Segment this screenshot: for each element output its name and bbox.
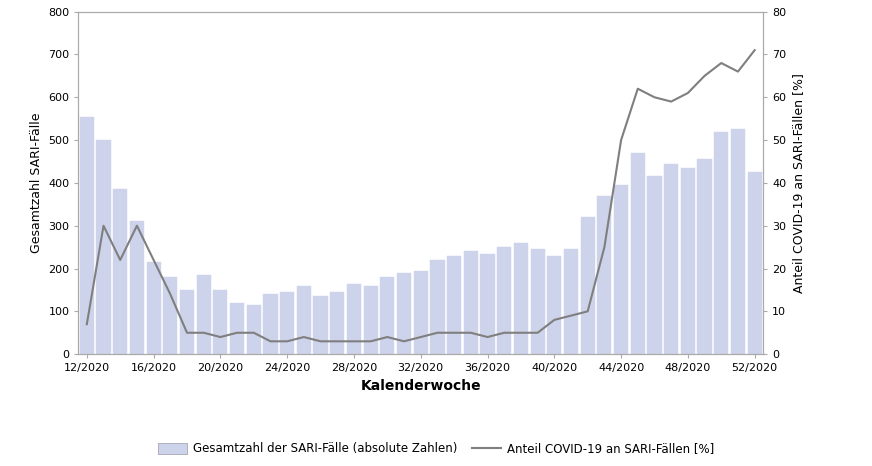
Bar	[163, 277, 177, 354]
Bar	[564, 249, 578, 354]
Bar	[413, 271, 428, 354]
Bar	[347, 283, 361, 354]
Y-axis label: Gesamtzahl SARI-Fälle: Gesamtzahl SARI-Fälle	[30, 113, 43, 253]
Bar	[714, 131, 728, 354]
Bar	[263, 294, 277, 354]
Bar	[280, 292, 294, 354]
Bar	[548, 256, 562, 354]
Bar	[630, 153, 645, 354]
Bar	[431, 260, 445, 354]
Bar	[296, 286, 311, 354]
Bar	[146, 262, 160, 354]
Bar	[597, 196, 611, 354]
Bar	[180, 290, 194, 354]
Bar	[681, 168, 695, 354]
Bar	[364, 286, 378, 354]
Bar	[514, 243, 528, 354]
X-axis label: Kalenderwoche: Kalenderwoche	[360, 379, 481, 393]
Bar	[664, 164, 678, 354]
Bar	[97, 140, 111, 354]
Bar	[397, 273, 411, 354]
Bar	[698, 159, 712, 354]
Bar	[480, 254, 494, 354]
Bar	[497, 247, 511, 354]
Bar	[247, 305, 261, 354]
Y-axis label: Anteil COVID-19 an SARI-Fällen [%]: Anteil COVID-19 an SARI-Fällen [%]	[792, 73, 805, 293]
Bar	[196, 275, 211, 354]
Bar	[731, 130, 745, 354]
Bar	[530, 249, 545, 354]
Bar	[647, 177, 662, 354]
Bar	[313, 296, 328, 354]
Bar	[130, 221, 144, 354]
Bar	[113, 189, 127, 354]
Bar	[747, 172, 762, 354]
Bar	[447, 256, 461, 354]
Bar	[79, 116, 94, 354]
Bar	[614, 185, 628, 354]
Bar	[380, 277, 394, 354]
Bar	[214, 290, 228, 354]
Bar	[464, 252, 478, 354]
Bar	[230, 303, 244, 354]
Bar	[330, 292, 344, 354]
Legend: Gesamtzahl der SARI-Fälle (absolute Zahlen), Anteil COVID-19 an SARI-Fällen [%]: Gesamtzahl der SARI-Fälle (absolute Zahl…	[153, 438, 719, 460]
Bar	[581, 217, 595, 354]
